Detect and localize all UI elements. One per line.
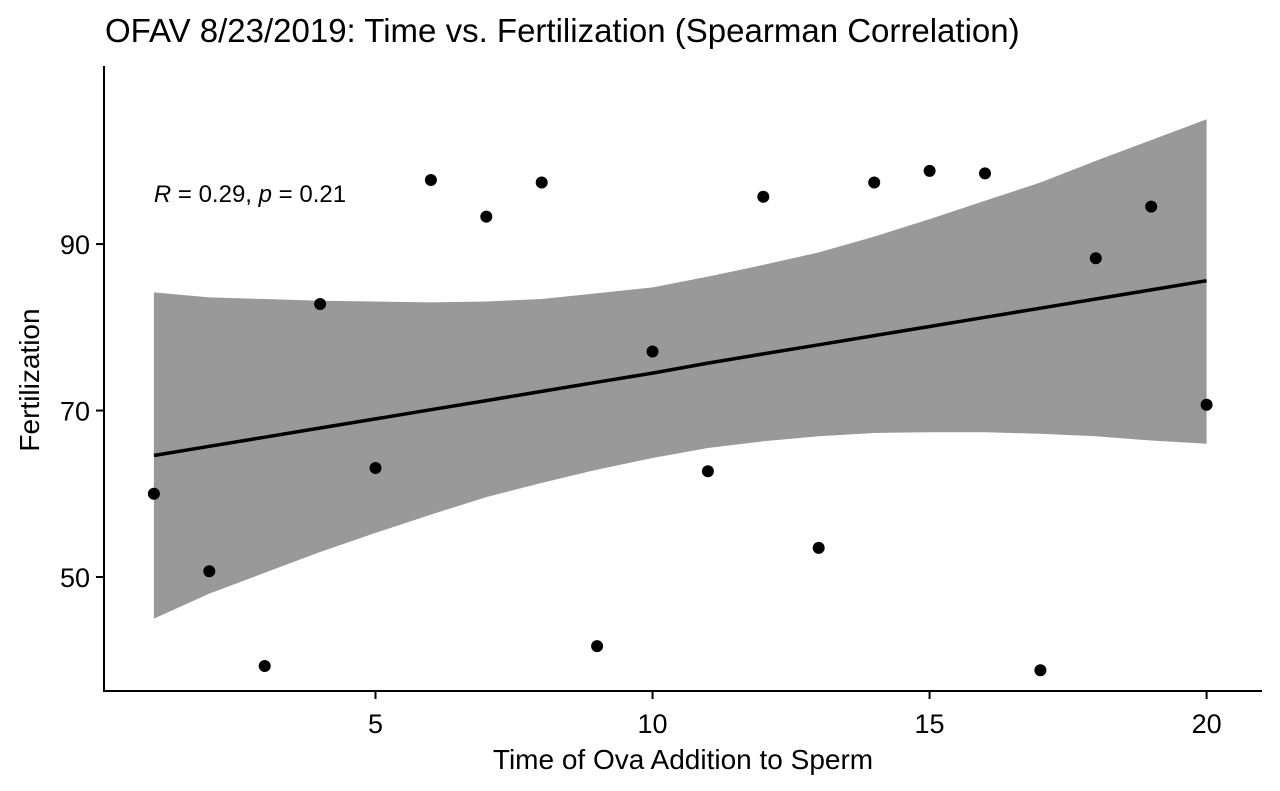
data-point — [369, 462, 382, 474]
y-tick-label: 70 — [60, 397, 90, 427]
y-axis-title: Fertilization — [14, 308, 45, 451]
regression-line — [153, 278, 1207, 458]
data-point — [424, 174, 437, 186]
data-point — [646, 345, 659, 358]
x-tick-label: 5 — [368, 709, 383, 739]
data-point — [591, 640, 604, 653]
y-tick-label: 50 — [60, 563, 90, 593]
chart-title: OFAV 8/23/2019: Time vs. Fertilization (… — [105, 12, 1020, 49]
data-point — [535, 176, 548, 189]
data-points — [147, 164, 1213, 677]
data-point — [147, 487, 160, 500]
y-tick-label: 90 — [60, 230, 90, 260]
data-point — [1034, 664, 1047, 677]
r-symbol: R — [154, 181, 171, 208]
data-point — [757, 190, 770, 203]
plot-area — [147, 119, 1213, 677]
data-point — [979, 167, 991, 180]
data-point — [258, 660, 271, 672]
x-tick-label: 10 — [638, 709, 668, 739]
data-point — [203, 565, 216, 578]
data-point — [812, 541, 825, 554]
data-point — [701, 465, 714, 478]
data-point — [1089, 252, 1102, 265]
data-point — [923, 164, 936, 177]
p-value: = 0.21 — [272, 181, 346, 208]
y-ticks: 50 70 90 — [60, 230, 104, 593]
x-tick-label: 20 — [1192, 709, 1222, 739]
data-point — [480, 210, 493, 223]
data-point — [1200, 398, 1213, 411]
p-symbol: p — [258, 181, 272, 208]
data-point — [868, 176, 881, 189]
x-tick-label: 15 — [915, 709, 945, 739]
x-ticks: 5 10 15 20 — [368, 691, 1222, 739]
x-axis-title: Time of Ova Addition to Sperm — [493, 744, 873, 775]
r-value: = 0.29, — [171, 181, 258, 208]
data-point — [314, 298, 327, 310]
axes: 5 10 15 20 50 70 90 — [60, 66, 1262, 739]
data-point — [1145, 200, 1158, 213]
correlation-annotation: R = 0.29, p = 0.21 — [154, 181, 346, 208]
